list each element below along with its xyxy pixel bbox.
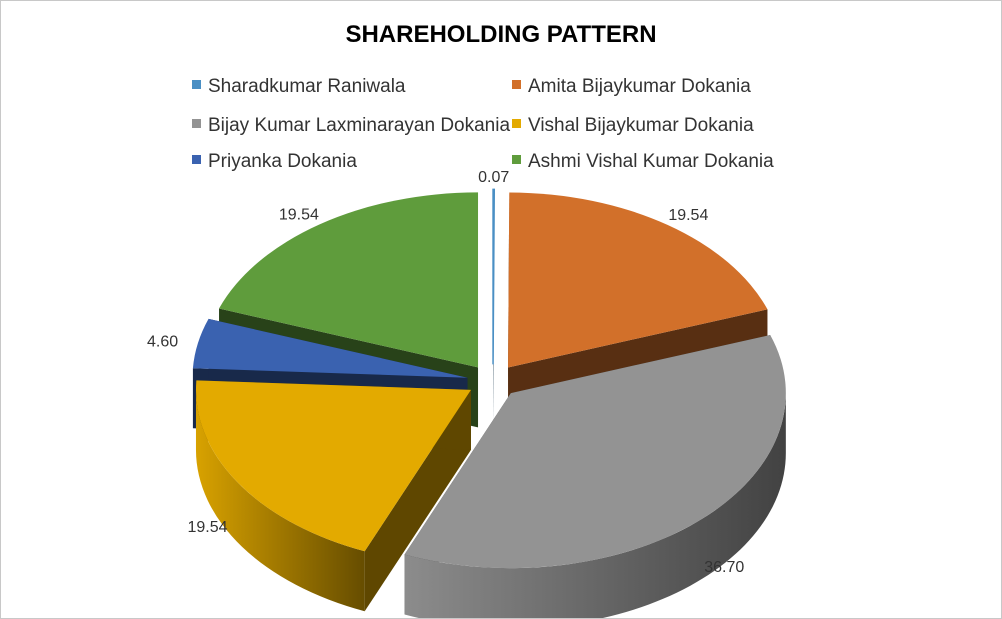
data-label-priyanka-dokania: 4.60 [147, 334, 178, 351]
legend-swatch [512, 155, 521, 165]
legend-item-vishal-bijaykumar-dokania: Vishal Bijaykumar Dokania [512, 115, 754, 137]
legend-label: Amita Bijaykumar Dokania [528, 76, 751, 97]
data-label-bijay-kumar-laxminarayan-dokania: 36.70 [704, 559, 744, 576]
data-label-amita-bijaykumar-dokania: 19.54 [668, 207, 708, 224]
legend-label: Priyanka Dokania [208, 151, 357, 172]
slice-bijay-kumar-laxminarayan-dokania-outer-wall [404, 393, 786, 618]
legend-item-amita-bijaykumar-dokania: Amita Bijaykumar Dokania [512, 76, 751, 98]
legend-item-bijay-kumar-laxminarayan-dokania: Bijay Kumar Laxminarayan Dokania [192, 115, 510, 137]
legend-label: Bijay Kumar Laxminarayan Dokania [208, 115, 511, 136]
legend-label: Ashmi Vishal Kumar Dokania [528, 151, 774, 172]
slice-vishal-bijaykumar-dokania [195, 380, 471, 552]
legend-swatch [512, 119, 521, 129]
slice-bijay-kumar-laxminarayan-dokania [404, 334, 786, 569]
data-label-vishal-bijaykumar-dokania: 19.54 [187, 519, 227, 536]
legend-item-priyanka-dokania: Priyanka Dokania [192, 151, 357, 173]
chart-title: SHAREHOLDING PATTERN [345, 21, 657, 48]
legend-swatch [192, 155, 201, 165]
slice-ashmi-vishal-kumar-dokania [219, 192, 479, 368]
legend-swatch [192, 80, 201, 90]
data-label-sharadkumar-raniwala: 0.07 [478, 169, 509, 186]
legend-label: Sharadkumar Raniwala [208, 76, 406, 97]
slice-vishal-bijaykumar-dokania-outer-wall [195, 389, 365, 612]
legend-label: Vishal Bijaykumar Dokania [528, 115, 754, 136]
slice-sharadkumar-raniwala [492, 188, 496, 365]
legend-item-ashmi-vishal-kumar-dokania: Ashmi Vishal Kumar Dokania [512, 151, 774, 173]
slice-amita-bijaykumar-dokania [508, 192, 768, 368]
legend-swatch [192, 119, 201, 129]
slice-priyanka-dokania [192, 318, 468, 378]
legend-item-sharadkumar-raniwala: Sharadkumar Raniwala [192, 76, 406, 98]
data-label-ashmi-vishal-kumar-dokania: 19.54 [279, 206, 319, 223]
legend-swatch [512, 80, 521, 90]
